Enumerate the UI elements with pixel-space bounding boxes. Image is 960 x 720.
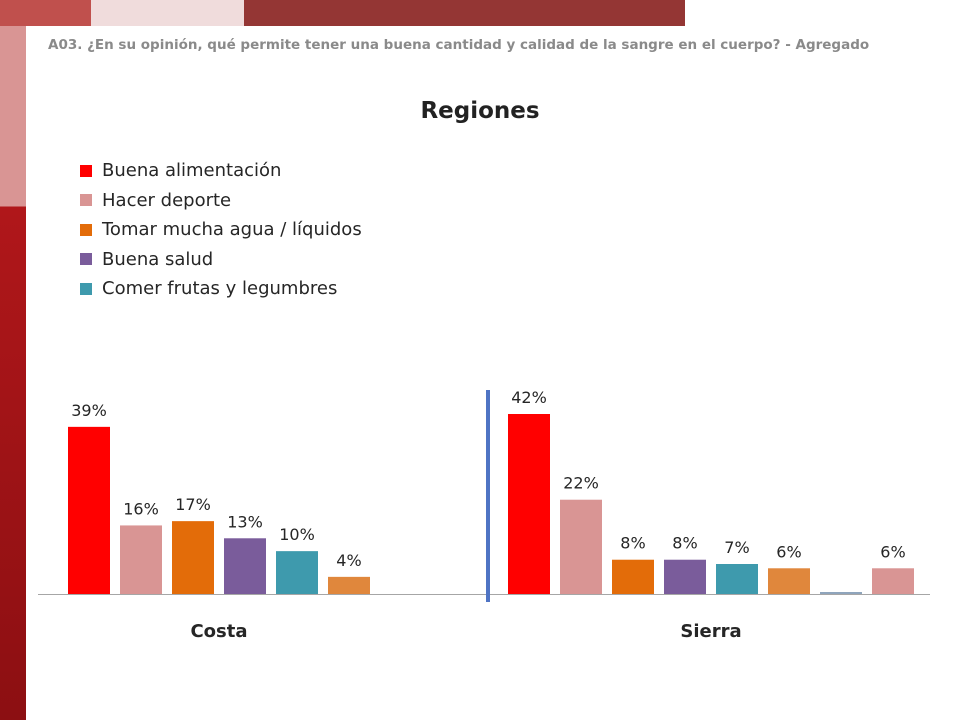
bar-costa-2 [120,525,162,594]
data-label: 16% [123,499,159,518]
legend-item-buena-salud: Buena salud [80,245,362,275]
bar-sierra-3 [612,559,654,594]
data-label: 42% [511,388,547,407]
group-label-costa: Costa [190,621,247,642]
top-accent-segment-3 [244,0,685,26]
data-label: 6% [880,542,905,561]
left-accent-bar [0,26,26,720]
data-label: 8% [672,534,697,553]
top-accent-bar [0,0,685,26]
legend-label: Hacer deporte [102,189,232,211]
legend-item-buena-alimentacion: Buena alimentación [80,156,362,186]
legend-label: Buena salud [102,248,214,270]
data-label: 6% [776,542,801,561]
legend-label: Comer frutas y legumbres [102,278,338,300]
question-subtitle: A03. ¿En su opinión, qué permite tener u… [48,37,870,53]
legend-swatch [80,164,92,177]
legend-item-comer-frutas: Comer frutas y legumbres [80,274,362,304]
legend-swatch [80,194,92,207]
data-label: 17% [175,495,211,514]
bar-costa-3 [172,521,214,594]
data-label: 8% [620,534,645,553]
bar-costa-5 [276,551,318,594]
bar-sierra-2 [560,499,602,594]
legend-label: Buena alimentación [102,160,282,182]
bar-sierra-6 [768,568,810,594]
data-label: 39% [71,401,107,420]
bar-costa-6 [328,576,370,594]
data-label: 4% [336,551,361,570]
bar-sierra-8 [872,568,914,594]
data-label: 7% [724,538,749,557]
bar-costa-1 [68,426,110,594]
data-label: 13% [227,512,263,531]
legend-swatch [80,253,92,266]
bar-costa-4 [224,538,266,594]
bar-sierra-5 [716,564,758,594]
legend-item-hacer-deporte: Hacer deporte [80,186,362,216]
chart-legend: Buena alimentación Hacer deporte Tomar m… [80,156,362,304]
legend-item-tomar-agua: Tomar mucha agua / líquidos [80,215,362,245]
top-accent-segment-1 [0,0,91,26]
legend-swatch [80,223,92,236]
legend-label: Tomar mucha agua / líquidos [102,219,362,241]
legend-swatch [80,282,92,295]
data-label: 10% [279,525,315,544]
bar-sierra-4 [664,559,706,594]
top-accent-segment-2 [91,0,244,26]
data-label: 22% [563,474,599,493]
bar-sierra-1 [508,414,550,594]
group-label-sierra: Sierra [680,621,741,642]
bar-sierra-7 [820,592,862,594]
chart-title: Regiones [420,98,540,124]
